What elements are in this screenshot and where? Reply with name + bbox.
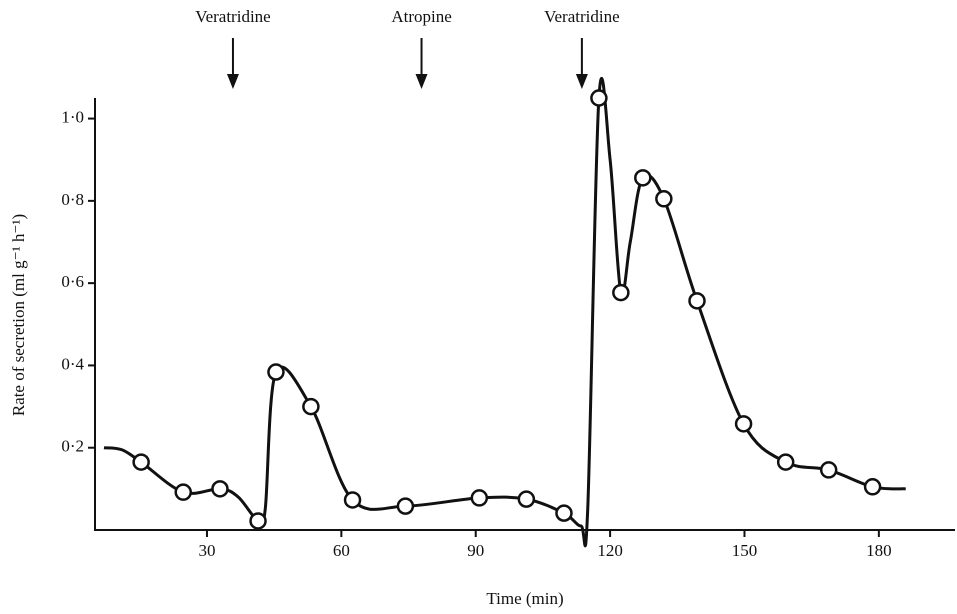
data-point	[132, 453, 150, 471]
data-point	[396, 497, 415, 515]
data-point	[734, 415, 753, 433]
data-point	[655, 190, 673, 208]
data-point	[776, 453, 795, 471]
data-point	[590, 89, 608, 107]
data-point	[634, 169, 652, 187]
annotation: Veratridine	[195, 7, 271, 26]
x-tick-label: 60	[333, 541, 350, 560]
data-point	[470, 489, 489, 507]
x-tick-label: 120	[597, 541, 623, 560]
x-tick-label: 90	[467, 541, 484, 560]
data-point	[819, 461, 838, 479]
annotation-arrowhead	[415, 74, 428, 89]
data-point	[688, 292, 706, 310]
data-point	[174, 483, 192, 501]
y-tick-label: 0·8	[61, 190, 84, 209]
data-point	[555, 504, 573, 522]
annotation-arrowhead	[575, 74, 588, 89]
y-axis-label: Rate of secretion (ml g⁻¹ h⁻¹)	[9, 214, 28, 416]
y-tick-label: 0·4	[61, 354, 84, 373]
data-point	[863, 478, 882, 496]
x-tick-label: 180	[866, 541, 892, 560]
axis-line	[94, 98, 955, 531]
data-point	[517, 490, 536, 508]
y-tick-label: 0·2	[61, 437, 84, 456]
data-point	[267, 363, 285, 381]
x-tick-label: 150	[732, 541, 758, 560]
x-tick-label: 30	[198, 541, 215, 560]
annotation: Veratridine	[544, 7, 620, 26]
y-tick-label: 1·0	[61, 107, 84, 126]
data-point	[249, 512, 267, 530]
curve	[103, 77, 906, 548]
annotation: Atropine	[391, 7, 451, 26]
data-point	[612, 283, 630, 302]
y-tick-label: 0·6	[61, 272, 84, 291]
data-point	[302, 397, 320, 416]
data-point	[211, 480, 229, 498]
data-point	[343, 491, 362, 509]
annotation-arrowhead	[226, 74, 239, 89]
x-axis-label: Time (min)	[486, 589, 563, 608]
